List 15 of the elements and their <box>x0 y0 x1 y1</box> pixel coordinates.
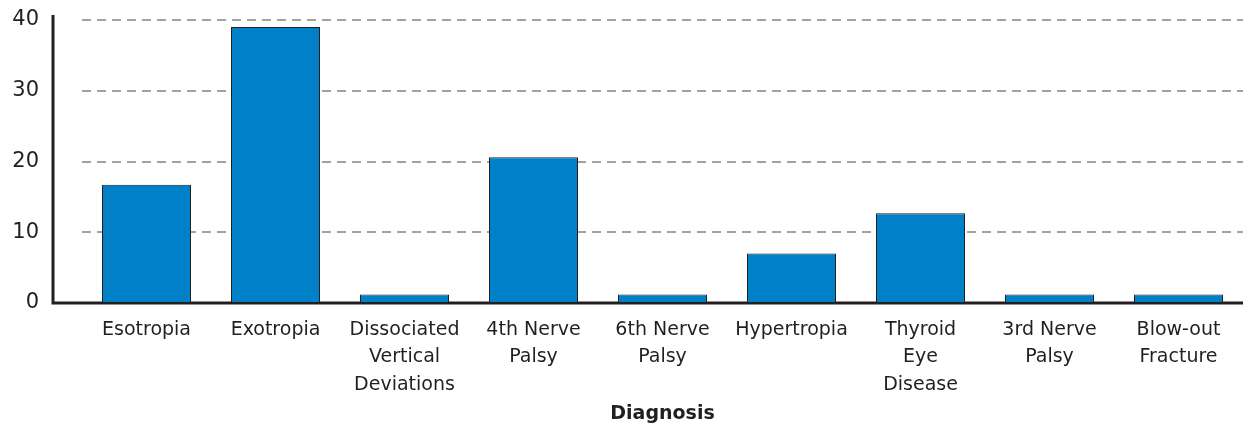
x-tick-label: Blow-out Fracture <box>1136 316 1221 367</box>
x-tick-label: Hypertropia <box>735 316 848 339</box>
y-tick-label: 20 <box>12 147 39 172</box>
y-tick-label: 0 <box>25 289 39 314</box>
x-tick-label: Dissociated Vertical Deviations <box>349 316 460 394</box>
x-tick-label: Thyroid Eye Disease <box>883 316 958 394</box>
y-tick-label: 30 <box>12 77 39 102</box>
x-tick-label: 6th Nerve Palsy <box>615 316 710 367</box>
x-axis-title: Diagnosis <box>610 400 715 423</box>
x-tick-label: Exotropia <box>230 316 321 339</box>
x-tick-label: 3rd Nerve Palsy <box>1002 316 1097 367</box>
y-tick-label: 40 <box>12 6 39 31</box>
y-tick-label: 10 <box>12 218 39 243</box>
x-tick-label: 4th Nerve Palsy <box>486 316 581 367</box>
x-tick-label: Esotropia <box>102 316 191 339</box>
